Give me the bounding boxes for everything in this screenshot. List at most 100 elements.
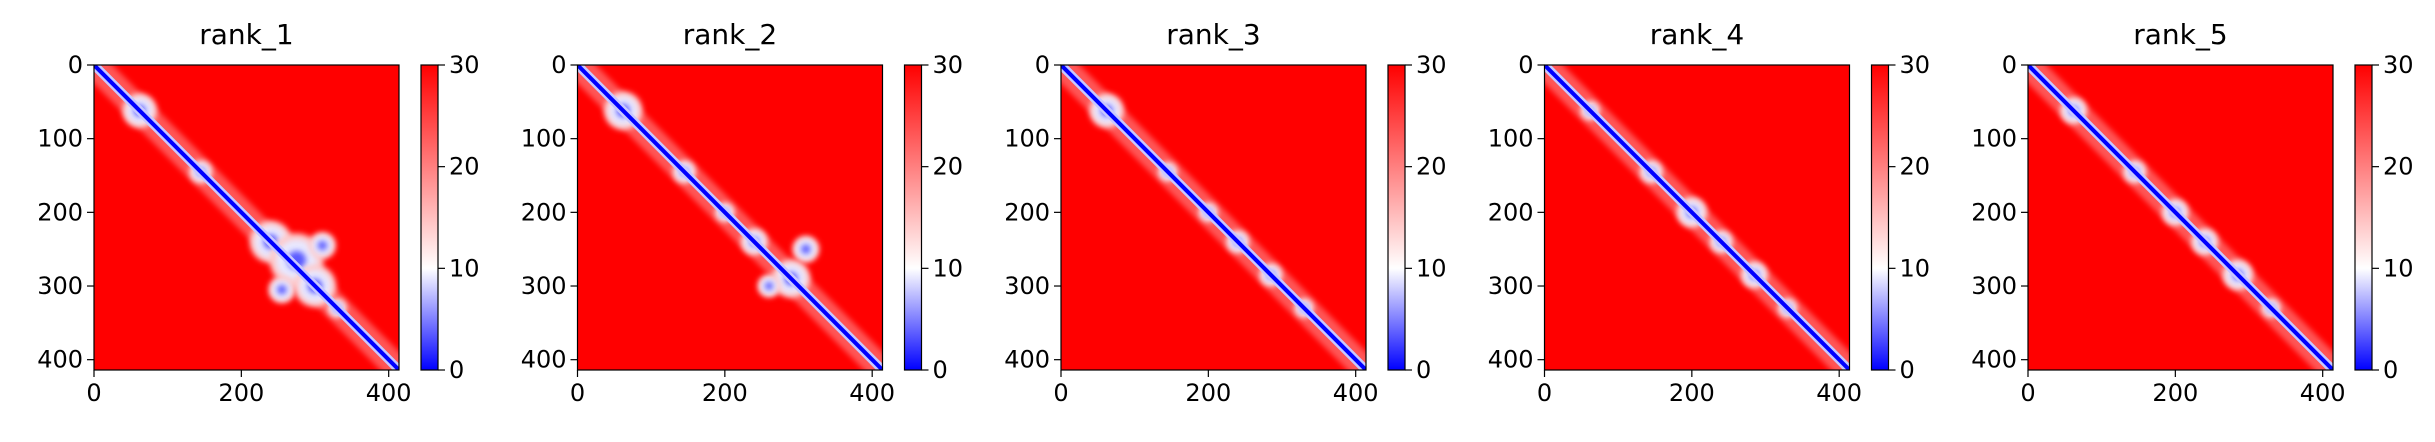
y-tick-label: 300 <box>1971 272 2017 300</box>
diagonal-line <box>1544 65 1850 370</box>
y-tick-label: 200 <box>521 198 567 226</box>
x-tick-label: 400 <box>1816 379 1862 407</box>
colorbar-tick-label: 20 <box>933 153 964 181</box>
colorbar-tick-label: 20 <box>2383 153 2414 181</box>
axes-frame <box>1060 64 1367 371</box>
colorbar-gradient <box>903 64 923 371</box>
colorbar-gradient <box>1870 64 1890 371</box>
contact-core <box>317 240 328 251</box>
y-tick-label: 200 <box>1004 198 1050 226</box>
colorbar-tick-label: 30 <box>449 51 480 79</box>
chart-title: rank_5 <box>2133 18 2227 51</box>
colorbar-tick-label: 30 <box>1900 51 1931 79</box>
heatmap <box>577 65 883 370</box>
y-tick-label: 0 <box>2002 51 2017 79</box>
colorbar: 0 10 20 30 <box>1387 51 1447 384</box>
colorbar-gradient <box>1387 64 1406 371</box>
y-tick-label: 400 <box>1004 346 1050 374</box>
contact-core <box>277 285 287 295</box>
y-tick-label: 0 <box>1035 51 1050 79</box>
y-tick-label: 100 <box>1004 125 1050 153</box>
colorbar-tick-label: 20 <box>449 153 480 181</box>
x-tick-label: 200 <box>2152 379 2198 407</box>
y-tick-label: 0 <box>68 51 83 79</box>
colorbar-tick-label: 30 <box>1416 51 1447 79</box>
y-tick-label: 0 <box>551 51 566 79</box>
diagonal-line <box>2028 65 2333 370</box>
colorbar-tick-label: 10 <box>1900 254 1931 282</box>
y-tick-label: 300 <box>1004 272 1050 300</box>
colorbar-tick-label: 10 <box>449 254 480 282</box>
chart-title: rank_1 <box>199 18 293 51</box>
heatmap <box>1061 65 1366 370</box>
colorbar-tick-label: 10 <box>2383 254 2414 282</box>
colorbar-tick-label: 0 <box>933 356 948 384</box>
axes-frame <box>1543 64 1851 371</box>
x-tick-label: 0 <box>1537 379 1552 407</box>
colorbar-gradient <box>2354 64 2373 371</box>
colorbar: 0 10 20 30 <box>903 51 964 384</box>
colorbar-tick-label: 30 <box>933 51 964 79</box>
heatmap <box>1544 65 1850 370</box>
y-tick-label: 100 <box>1971 125 2017 153</box>
colorbar-tick-label: 10 <box>933 254 964 282</box>
chart-title: rank_4 <box>1650 18 1744 51</box>
y-tick-label: 300 <box>1488 272 1534 300</box>
y-tick-label: 200 <box>1971 198 2017 226</box>
x-tick-label: 400 <box>2300 379 2346 407</box>
y-tick-label: 200 <box>37 198 83 226</box>
colorbar-tick-label: 20 <box>1900 153 1931 181</box>
y-tick-label: 100 <box>1488 125 1534 153</box>
x-tick-label: 200 <box>218 379 264 407</box>
x-tick-label: 400 <box>1333 379 1379 407</box>
colorbar-gradient <box>420 64 439 371</box>
chart-title: rank_2 <box>683 18 777 51</box>
contact-core <box>801 244 811 254</box>
colorbar: 0 10 20 30 <box>420 51 480 384</box>
colorbar-tick-label: 10 <box>1416 254 1447 282</box>
axes-frame <box>576 64 884 371</box>
y-tick-label: 100 <box>521 125 567 153</box>
heatmap <box>94 65 399 370</box>
colorbar-tick-label: 0 <box>1416 356 1431 384</box>
x-tick-label: 0 <box>570 379 585 407</box>
y-tick-label: 100 <box>37 125 83 153</box>
y-tick-label: 400 <box>521 346 567 374</box>
colorbar: 0 10 20 30 <box>2354 51 2414 384</box>
x-tick-label: 0 <box>86 379 101 407</box>
colorbar-tick-label: 30 <box>2383 51 2414 79</box>
colorbar-tick-label: 0 <box>449 356 464 384</box>
y-tick-label: 400 <box>1488 346 1534 374</box>
x-tick-label: 0 <box>1053 379 1068 407</box>
y-tick-label: 400 <box>37 346 83 374</box>
chart-title: rank_3 <box>1166 18 1260 51</box>
x-tick-label: 400 <box>366 379 412 407</box>
x-tick-label: 200 <box>1185 379 1231 407</box>
diagonal-line <box>1061 65 1366 370</box>
colorbar-tick-label: 20 <box>1416 153 1447 181</box>
y-tick-label: 300 <box>37 272 83 300</box>
heatmap <box>2028 65 2333 370</box>
diagonal-line <box>94 65 399 370</box>
y-tick-label: 300 <box>521 272 567 300</box>
y-tick-label: 200 <box>1488 198 1534 226</box>
y-tick-label: 400 <box>1971 346 2017 374</box>
y-tick-label: 0 <box>1518 51 1533 79</box>
x-tick-label: 400 <box>849 379 895 407</box>
x-tick-label: 200 <box>1669 379 1715 407</box>
axes-frame <box>2027 64 2334 371</box>
x-tick-label: 0 <box>2020 379 2035 407</box>
x-tick-label: 200 <box>702 379 748 407</box>
axes-frame <box>93 64 400 371</box>
colorbar-tick-label: 0 <box>2383 356 2398 384</box>
diagonal-line <box>577 65 883 370</box>
contact-core <box>765 282 774 290</box>
colorbar-tick-label: 0 <box>1900 356 1915 384</box>
